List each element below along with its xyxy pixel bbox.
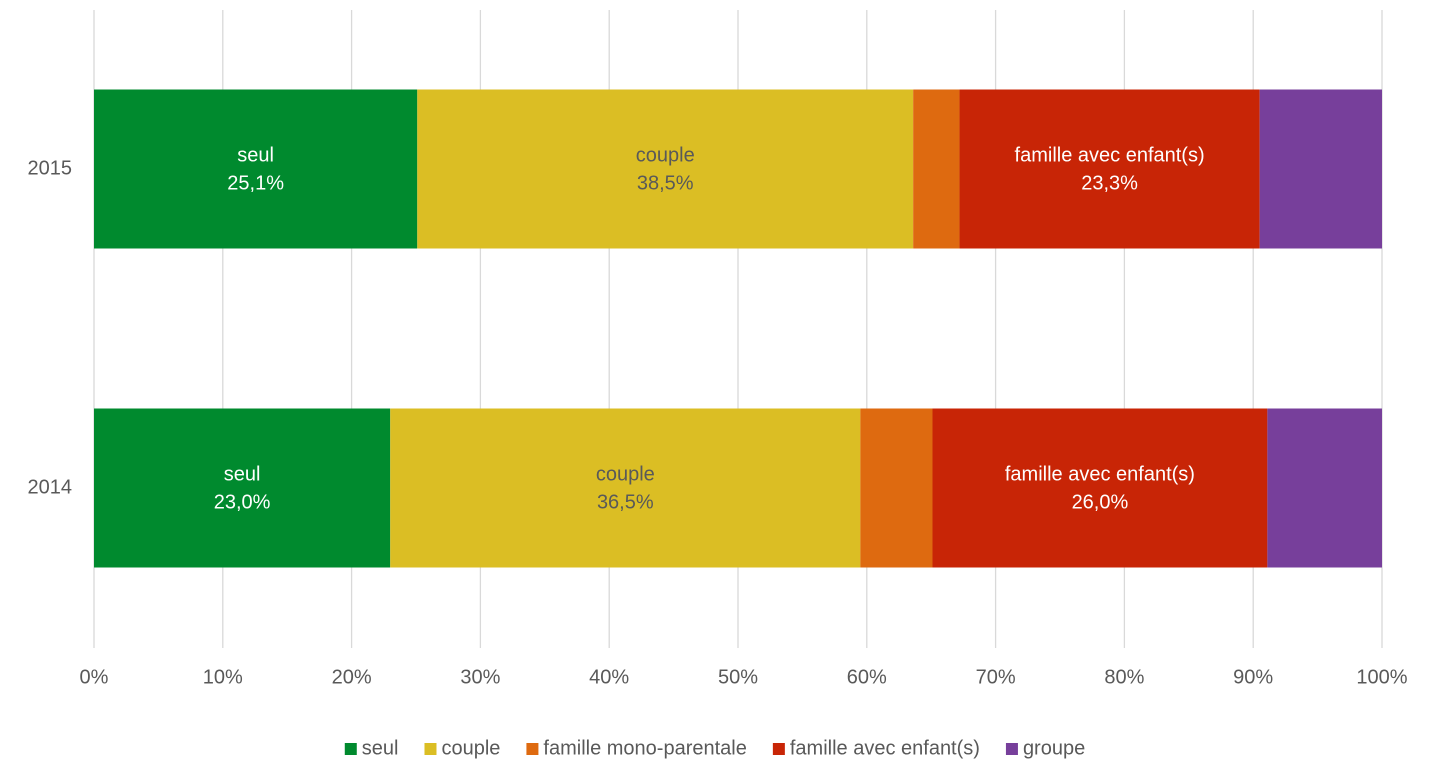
legend-item: famille mono-parentale: [526, 737, 747, 759]
legend-item: groupe: [1005, 737, 1085, 759]
legend-label: couple: [441, 737, 500, 759]
legend-swatch: [772, 743, 785, 755]
legend-swatch: [1005, 743, 1018, 755]
data-label-series-name: seul: [237, 144, 274, 166]
legend-swatch: [424, 743, 437, 755]
legend-item: couple: [424, 737, 500, 759]
bar-segment-famille-mono-parentale: [860, 408, 933, 568]
bar-segment-seul: [94, 89, 418, 249]
data-label-value: 38,5%: [637, 172, 694, 194]
x-tick-label: 100%: [1356, 666, 1407, 688]
data-label-value: 26,0%: [1072, 491, 1129, 513]
data-label-value: 36,5%: [597, 491, 654, 513]
x-tick-label: 0%: [80, 666, 109, 688]
legend-swatch: [526, 743, 539, 755]
x-tick-label: 80%: [1104, 666, 1144, 688]
legend-label: groupe: [1023, 737, 1085, 759]
data-labels: seul 25,1% couple 38,5% famille avec enfant(…: [214, 144, 1205, 513]
x-tick-label: 10%: [203, 666, 243, 688]
bar-segment-famille-mono-parentale: [913, 89, 960, 249]
bar-segment-couple: [417, 89, 914, 249]
legend-item: famille avec enfant(s): [772, 737, 980, 759]
data-label-series-name: famille avec enfant(s): [1015, 144, 1205, 166]
x-tick-label: 40%: [589, 666, 629, 688]
bar-segment-famille-avec-enfant-s: [959, 89, 1260, 249]
x-tick-label: 30%: [460, 666, 500, 688]
legend: seul couple famille mono-parentale famille …: [344, 737, 1085, 759]
legend-swatch: [344, 743, 357, 755]
bar-segment-groupe: [1267, 408, 1382, 568]
x-tick-label: 20%: [332, 666, 372, 688]
bar-segment-couple: [390, 408, 861, 568]
legend-item: seul: [344, 737, 399, 759]
bar-segment-seul: [94, 408, 391, 568]
data-label-series-name: seul: [224, 463, 261, 485]
bars: [94, 89, 1382, 568]
legend-label: seul: [362, 737, 399, 759]
legend-label: famille mono-parentale: [543, 737, 746, 759]
x-tick-label: 60%: [847, 666, 887, 688]
x-tick-label: 90%: [1233, 666, 1273, 688]
x-tick-label: 70%: [976, 666, 1016, 688]
y-category-label: 2015: [28, 157, 73, 179]
data-label-series-name: couple: [596, 463, 655, 485]
axes: 0% 10% 20% 30% 40% 50% 60% 70% 80% 90% 100% 2015 201…: [28, 157, 1408, 688]
y-category-label: 2014: [28, 476, 73, 498]
bar-segment-famille-avec-enfant-s: [932, 408, 1268, 568]
bar-segment-groupe: [1259, 89, 1382, 249]
data-label-series-name: couple: [636, 144, 695, 166]
data-label-value: 25,1%: [227, 172, 284, 194]
legend-label: famille avec enfant(s): [790, 737, 980, 759]
x-tick-label: 50%: [718, 666, 758, 688]
data-label-series-name: famille avec enfant(s): [1005, 463, 1195, 485]
data-label-value: 23,0%: [214, 491, 271, 513]
data-label-value: 23,3%: [1081, 172, 1138, 194]
